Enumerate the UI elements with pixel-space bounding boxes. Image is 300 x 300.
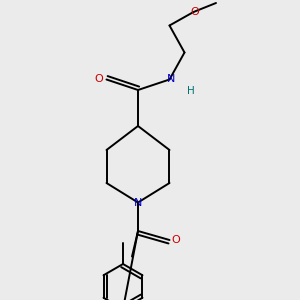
Text: N: N — [134, 197, 142, 208]
Text: O: O — [190, 7, 200, 17]
Text: H: H — [187, 86, 194, 97]
Text: N: N — [167, 74, 175, 85]
Text: O: O — [171, 235, 180, 245]
Text: O: O — [94, 74, 103, 85]
